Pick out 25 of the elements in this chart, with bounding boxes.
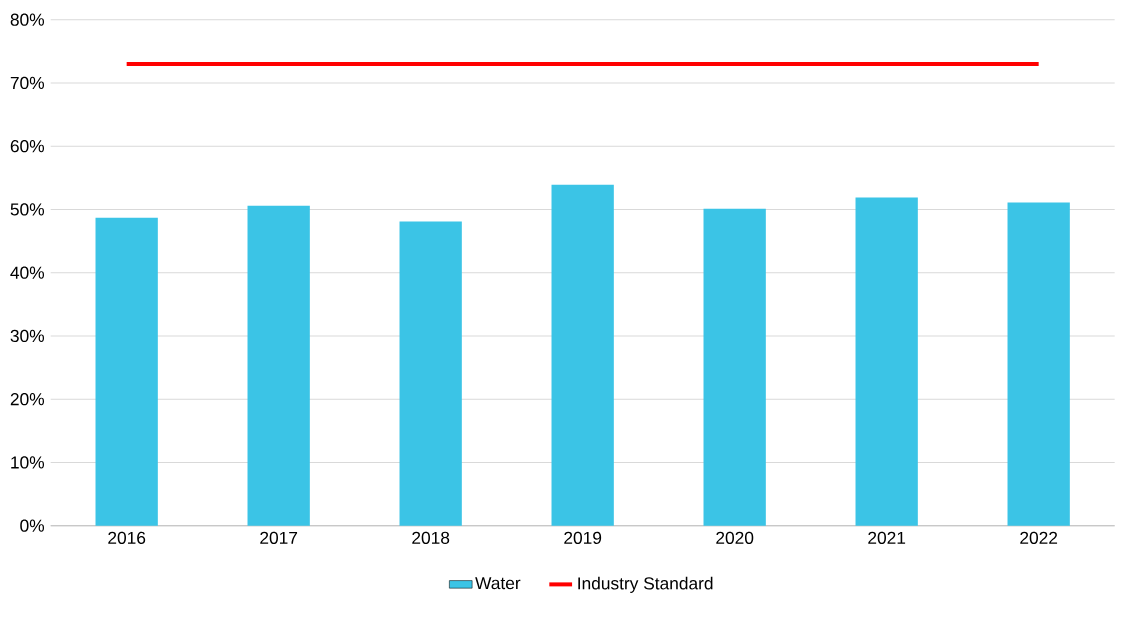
bar <box>95 217 158 526</box>
legend-label: Water <box>475 577 521 590</box>
legend-label: Industry Standard <box>578 576 713 593</box>
y-tick-label: 80% <box>10 13 45 26</box>
x-tick-label: 2017 <box>260 531 298 544</box>
y-tick-label: 0% <box>20 519 45 532</box>
x-tick-label: 2019 <box>564 531 602 544</box>
y-tick-label: 10% <box>11 456 45 469</box>
bar <box>855 197 918 526</box>
bar <box>1007 202 1070 526</box>
x-tick-label: 2018 <box>412 531 450 544</box>
y-tick-label: 40% <box>10 266 45 279</box>
bar <box>551 184 614 526</box>
bar <box>703 208 766 526</box>
y-tick-label: 30% <box>10 329 45 343</box>
bar <box>399 221 462 526</box>
bar <box>247 205 310 526</box>
y-tick-label: 50% <box>10 203 45 216</box>
y-tick-label: 60% <box>10 140 45 153</box>
y-tick-label: 20% <box>10 393 45 406</box>
x-tick-label: 2016 <box>108 531 146 544</box>
x-tick-label: 2022 <box>1020 531 1058 544</box>
y-tick-label: 70% <box>10 76 45 90</box>
x-tick-label: 2020 <box>716 531 754 544</box>
x-tick-label: 2021 <box>868 531 906 544</box>
